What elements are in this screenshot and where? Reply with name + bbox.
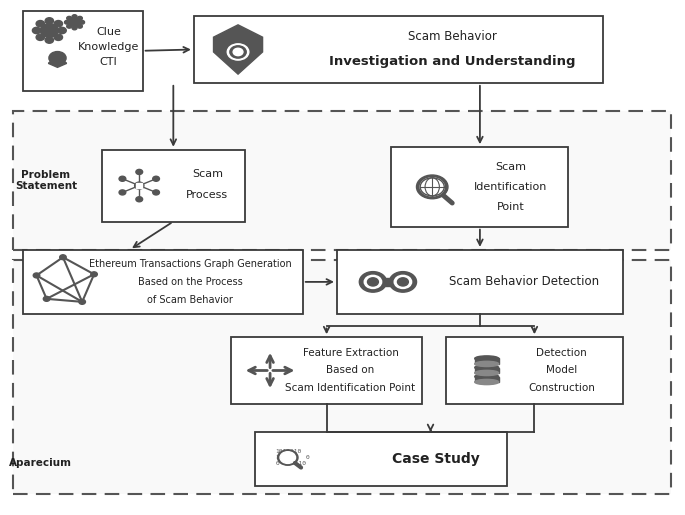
Text: Scam Identification Point: Scam Identification Point bbox=[286, 383, 416, 393]
Circle shape bbox=[280, 452, 295, 464]
Text: 0    110: 0 110 bbox=[275, 461, 306, 466]
Ellipse shape bbox=[475, 370, 499, 375]
Circle shape bbox=[153, 176, 160, 181]
Bar bbox=[23, 11, 142, 91]
Circle shape bbox=[136, 197, 142, 202]
Circle shape bbox=[364, 276, 382, 288]
Bar bbox=[136, 183, 142, 188]
Circle shape bbox=[397, 278, 408, 286]
Circle shape bbox=[77, 24, 82, 28]
Ellipse shape bbox=[475, 380, 499, 385]
Text: Investigation and Understanding: Investigation and Understanding bbox=[329, 55, 576, 68]
Text: Problem
Statement: Problem Statement bbox=[15, 169, 77, 191]
Text: Model: Model bbox=[546, 366, 577, 375]
Circle shape bbox=[79, 21, 84, 24]
Text: Construction: Construction bbox=[528, 383, 595, 393]
Circle shape bbox=[66, 16, 72, 20]
Circle shape bbox=[153, 190, 160, 195]
Bar bbox=[475, 376, 499, 382]
Wedge shape bbox=[49, 59, 66, 67]
Circle shape bbox=[72, 26, 77, 30]
Circle shape bbox=[77, 16, 82, 20]
Bar bbox=[102, 150, 245, 221]
Circle shape bbox=[277, 450, 298, 465]
Text: 10      0: 10 0 bbox=[275, 455, 309, 460]
Circle shape bbox=[416, 175, 448, 199]
Circle shape bbox=[66, 24, 72, 28]
Circle shape bbox=[60, 255, 66, 260]
Circle shape bbox=[233, 48, 243, 56]
Text: Ethereum Transactions Graph Generation: Ethereum Transactions Graph Generation bbox=[89, 259, 292, 269]
Bar bbox=[255, 432, 507, 486]
Circle shape bbox=[43, 297, 50, 301]
Polygon shape bbox=[214, 25, 262, 74]
Circle shape bbox=[58, 27, 66, 33]
Ellipse shape bbox=[475, 374, 499, 379]
Ellipse shape bbox=[475, 365, 499, 370]
Ellipse shape bbox=[475, 356, 499, 361]
Bar bbox=[13, 111, 671, 250]
Bar bbox=[475, 358, 499, 364]
Circle shape bbox=[389, 271, 416, 292]
Circle shape bbox=[79, 299, 86, 304]
Circle shape bbox=[72, 15, 77, 19]
Text: 1011010: 1011010 bbox=[275, 449, 302, 454]
Circle shape bbox=[420, 178, 445, 196]
Text: of Scam Behavior: of Scam Behavior bbox=[147, 295, 234, 305]
Circle shape bbox=[49, 52, 66, 64]
Bar bbox=[446, 337, 623, 404]
Bar bbox=[13, 260, 671, 494]
Circle shape bbox=[34, 273, 40, 278]
Bar bbox=[385, 278, 391, 286]
Circle shape bbox=[91, 272, 97, 277]
Circle shape bbox=[54, 34, 62, 41]
Circle shape bbox=[54, 21, 62, 27]
Circle shape bbox=[119, 176, 126, 181]
Ellipse shape bbox=[475, 362, 499, 367]
Circle shape bbox=[45, 37, 53, 43]
Circle shape bbox=[69, 18, 80, 26]
Text: Based on the Process: Based on the Process bbox=[138, 277, 242, 287]
Bar bbox=[232, 337, 422, 404]
Circle shape bbox=[32, 27, 41, 33]
Text: Point: Point bbox=[497, 202, 525, 212]
Text: CTI: CTI bbox=[100, 57, 117, 67]
Circle shape bbox=[40, 24, 58, 37]
Bar bbox=[391, 147, 569, 227]
Text: Scam: Scam bbox=[192, 169, 223, 179]
Bar bbox=[194, 16, 603, 83]
Circle shape bbox=[119, 190, 126, 195]
Bar bbox=[475, 368, 499, 373]
Circle shape bbox=[36, 34, 45, 41]
Text: Based on: Based on bbox=[326, 366, 375, 375]
Text: Scam: Scam bbox=[495, 162, 526, 172]
Circle shape bbox=[136, 169, 142, 175]
Circle shape bbox=[394, 276, 412, 288]
Text: Clue: Clue bbox=[96, 26, 121, 37]
Text: Process: Process bbox=[186, 190, 229, 200]
Text: Scam Behavior: Scam Behavior bbox=[408, 30, 497, 43]
Text: Feature Extraction: Feature Extraction bbox=[303, 348, 399, 358]
Text: Case Study: Case Study bbox=[392, 452, 480, 466]
Text: Knowledge: Knowledge bbox=[78, 42, 139, 52]
Text: Aparecium: Aparecium bbox=[9, 458, 72, 468]
Circle shape bbox=[227, 44, 249, 60]
Circle shape bbox=[64, 21, 69, 24]
Circle shape bbox=[360, 271, 386, 292]
Text: Identification: Identification bbox=[474, 182, 547, 192]
Text: Scam Behavior Detection: Scam Behavior Detection bbox=[449, 276, 599, 288]
Circle shape bbox=[36, 21, 45, 27]
Circle shape bbox=[367, 278, 378, 286]
Circle shape bbox=[230, 46, 246, 58]
Text: Detection: Detection bbox=[536, 348, 587, 358]
Circle shape bbox=[134, 182, 144, 189]
Bar bbox=[337, 250, 623, 314]
Bar bbox=[23, 250, 303, 314]
Circle shape bbox=[45, 18, 53, 24]
